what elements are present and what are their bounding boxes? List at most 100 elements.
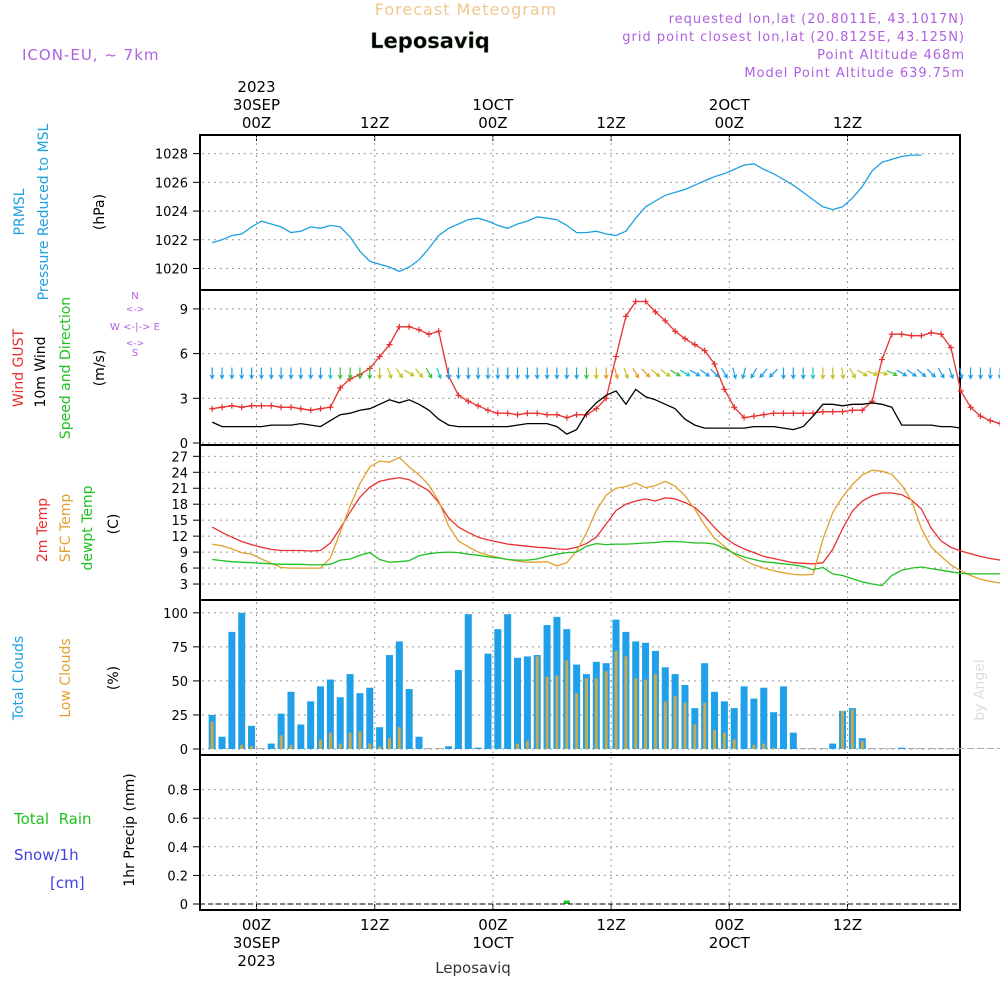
gust-point xyxy=(741,414,748,421)
total-cloud-bar xyxy=(730,708,738,749)
gust-point xyxy=(701,347,708,354)
low-cloud-bar xyxy=(604,671,608,749)
gust-point xyxy=(908,332,915,339)
gust-point xyxy=(228,402,235,409)
low-cloud-bar xyxy=(624,656,628,749)
gust-point xyxy=(672,328,679,335)
wind-direction-arrow xyxy=(534,367,540,380)
top-axis-label: 12Z xyxy=(833,114,862,132)
wind-direction-arrow xyxy=(308,367,314,380)
wind-direction-arrow xyxy=(721,367,728,379)
gust-point xyxy=(780,410,787,417)
gust-point xyxy=(406,323,413,330)
total-cloud-bar xyxy=(917,748,925,749)
wind-direction-arrow xyxy=(219,367,225,380)
temp-sfc-label: SFC Temp xyxy=(58,494,74,563)
wind-10m-label: 10m Wind xyxy=(33,336,49,407)
clouds-unit-label: (%) xyxy=(106,666,122,690)
wind-direction-arrow xyxy=(524,367,530,380)
low-cloud-bar xyxy=(387,738,391,749)
wind-direction-arrow xyxy=(670,369,681,377)
gust-point xyxy=(681,335,688,342)
low-cloud-bar xyxy=(555,675,559,749)
gust-point xyxy=(573,411,580,418)
total-cloud-bar xyxy=(927,748,935,749)
total-cloud-bar xyxy=(986,748,994,749)
temp-2m-label: 2m Temp xyxy=(35,498,51,562)
total-cloud-bar xyxy=(248,725,256,749)
wind-panel-frame xyxy=(199,289,961,446)
temp-unit-label: (C) xyxy=(106,514,122,535)
wind-direction-arrow xyxy=(886,370,898,377)
gust-point xyxy=(209,405,216,412)
gust-point xyxy=(790,410,797,417)
low-cloud-bar xyxy=(545,676,549,749)
wind-unit-label: (m/s) xyxy=(92,350,108,387)
wind-direction-arrow xyxy=(849,367,856,379)
ytick-label-temperature: 6 xyxy=(180,562,188,577)
wind-gust-label: Wind GUST xyxy=(11,328,27,407)
low-cloud-bar xyxy=(634,678,638,749)
total-cloud-bar xyxy=(868,748,876,749)
gust-point xyxy=(997,420,1000,427)
wind-direction-arrow xyxy=(404,369,415,377)
gust-point xyxy=(248,402,255,409)
gust-point xyxy=(563,414,570,421)
wind-direction-arrow xyxy=(732,367,738,380)
wind-direction-arrow xyxy=(623,367,629,380)
wind-direction-arrow xyxy=(614,367,619,380)
wind-direction-arrow xyxy=(455,367,461,380)
ytick-label-pressure: 1022 xyxy=(155,234,188,249)
bottom-axis-label: 12Z xyxy=(360,916,389,934)
gust-point xyxy=(662,317,669,324)
total-cloud-bar xyxy=(898,747,906,749)
low-cloud-bar xyxy=(722,732,726,749)
wind-speed-dir-label: Speed and Direction xyxy=(58,297,74,439)
gust-point xyxy=(967,404,974,411)
ytick-label-temperature: 12 xyxy=(171,530,188,545)
total-cloud-bar xyxy=(277,713,285,749)
top-axis-label: 2023 xyxy=(237,78,275,96)
total-cloud-bar xyxy=(287,691,295,749)
wind-direction-arrow xyxy=(926,368,936,378)
wind-direction-arrow xyxy=(768,368,778,378)
model-altitude: Model Point Altitude 639.75m xyxy=(744,66,965,81)
total-cloud-bar xyxy=(908,748,916,749)
gust-point xyxy=(849,407,856,414)
low-cloud-bar xyxy=(358,731,362,749)
total-cloud-bar xyxy=(346,674,354,749)
wind-direction-arrow xyxy=(465,367,471,380)
total-cloud-bar xyxy=(799,748,807,749)
ytick-label-precip: 0.6 xyxy=(167,812,188,827)
gust-point xyxy=(642,298,649,305)
wind-direction-arrow xyxy=(948,367,954,380)
low-cloud-bar xyxy=(368,743,372,749)
gust-point xyxy=(622,313,629,320)
gust-point xyxy=(800,410,807,417)
top-axis-label: 30SEP xyxy=(233,96,280,114)
temp-dewpt-label: dewpt Temp xyxy=(80,485,96,570)
wind-direction-arrow xyxy=(327,367,333,380)
total-cloud-bar xyxy=(445,746,453,749)
top-axis-label: 00Z xyxy=(242,114,271,132)
wind-direction-arrow xyxy=(987,367,993,380)
low-cloud-bar xyxy=(594,678,598,749)
wind-direction-arrow xyxy=(699,369,711,377)
gust-point xyxy=(376,353,383,360)
total-cloud-bar xyxy=(317,686,325,749)
gust-point xyxy=(859,407,866,414)
wind-direction-arrow xyxy=(395,368,404,379)
bottom-axis-label: 1OCT xyxy=(472,934,514,952)
snow-label: Snow/1h xyxy=(14,846,79,864)
low-cloud-bar xyxy=(752,744,756,749)
gust-point xyxy=(396,323,403,330)
gust-point xyxy=(475,402,482,409)
ytick-label-temperature: 3 xyxy=(180,578,188,593)
total-cloud-bar xyxy=(779,686,787,749)
wind-direction-arrow xyxy=(820,367,826,380)
location-title: Leposaviq xyxy=(370,29,490,53)
gust-point xyxy=(603,395,610,402)
ytick-label-pressure: 1028 xyxy=(155,148,188,163)
total-cloud-bar xyxy=(454,670,462,749)
